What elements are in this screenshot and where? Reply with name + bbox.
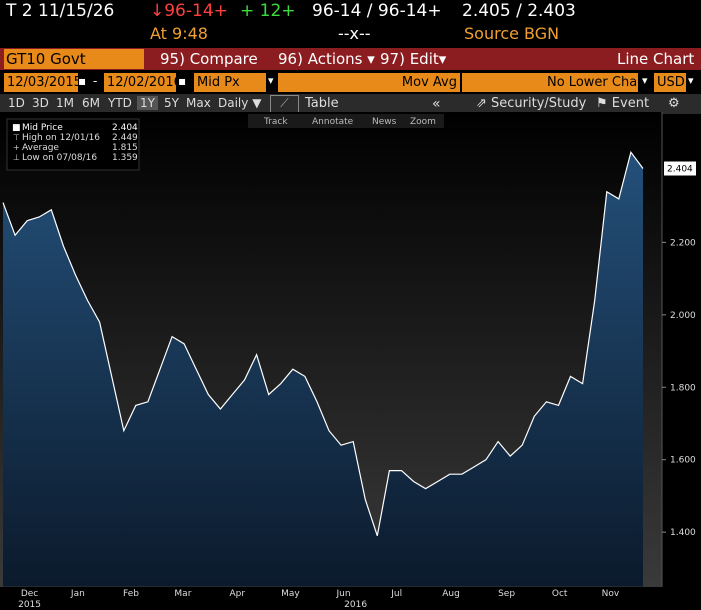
study-button[interactable]: ⇗ Security/Study [476, 96, 587, 111]
period-button[interactable]: YTD [108, 96, 132, 110]
x-tick-label: Sep [498, 589, 515, 599]
settings-button[interactable]: ⚙ [668, 96, 680, 111]
tool-strip [248, 114, 444, 128]
x-tick-label: Feb [123, 589, 139, 599]
x-tick-label: Dec [21, 589, 38, 599]
end-date[interactable]: 12/02/2016 [104, 73, 182, 92]
tool-button[interactable]: News [372, 117, 397, 127]
frequency[interactable]: Daily ▼ [218, 96, 262, 110]
period-bar [0, 94, 701, 114]
legend-label: High on 12/01/16 [22, 133, 100, 143]
currency[interactable]: USD [654, 73, 686, 92]
year-label: 2016 [344, 600, 367, 610]
study[interactable]: Mov Avg [278, 73, 460, 92]
start-date[interactable]: 12/03/2015 [4, 73, 82, 92]
period-button[interactable]: Max [186, 96, 211, 110]
legend-value: 2.404 [112, 123, 138, 133]
tool-button[interactable]: Track [263, 117, 288, 127]
edit-button[interactable]: 97) Edit▾ [380, 50, 447, 68]
x-tick-label: Nov [602, 589, 620, 599]
legend-value: 1.359 [112, 153, 138, 163]
year-label: 2015 [18, 600, 41, 610]
compare-button[interactable]: 95) Compare [160, 50, 258, 68]
change-price: ↓96-14+ [150, 1, 228, 21]
x-tick-label: Apr [229, 589, 245, 599]
edit-label: 97) Edit [380, 50, 439, 68]
actions-label: 96) Actions [278, 50, 363, 68]
actions-button[interactable]: 96) Actions ▾ [278, 50, 375, 68]
calendar-icon[interactable]: ▪ [78, 74, 87, 88]
period-button[interactable]: 6M [82, 96, 100, 110]
x-tick-label: May [281, 589, 300, 599]
x-tick-label: Oct [552, 589, 568, 599]
legend-icon: ⊤ [13, 133, 20, 142]
separator: --x-- [338, 24, 371, 43]
line [2, 150, 644, 536]
chart: 1.400 1.600 1.800 2.000 2.200 Dec Jan Feb Mar Apr… [0, 112, 696, 610]
currency-dropdown[interactable]: ▾ [688, 74, 694, 87]
y-tick-label: 2.000 [670, 311, 696, 321]
event-button[interactable]: ⚑ Event [596, 96, 650, 111]
lower-chart[interactable]: No Lower Chart [544, 73, 648, 92]
frequency-label: Daily [218, 96, 249, 110]
bid-ask: 96-14 / 96-14+ [312, 1, 442, 21]
ticker: T 2 11/15/26 [6, 1, 115, 21]
time: At 9:48 [150, 24, 208, 43]
legend-value: 1.815 [112, 143, 138, 153]
legend-icon: + [13, 143, 20, 152]
table-button[interactable]: Table [305, 96, 339, 111]
area [3, 152, 643, 587]
period-button[interactable]: 1D [8, 96, 25, 110]
y-tick-label: 2.200 [670, 238, 696, 248]
lower-chart-dropdown[interactable]: ▾ [642, 74, 648, 87]
last-value-label: 2.404 [667, 165, 693, 175]
back-button[interactable]: « [432, 96, 441, 112]
dash: - [93, 74, 98, 88]
last-value-box [664, 161, 696, 176]
field[interactable]: Mid Px [194, 73, 266, 92]
yields: 2.405 / 2.403 [462, 1, 576, 21]
period-button[interactable]: 1Y [137, 96, 158, 110]
source: Source BGN [464, 24, 560, 43]
study-input[interactable] [462, 73, 544, 92]
x-tick-label: Mar [174, 589, 191, 599]
field-dropdown[interactable]: ▾ [268, 74, 274, 87]
x-tick-label: Jul [390, 589, 402, 599]
period-button[interactable]: 1M [56, 96, 74, 110]
legend-icon: ■ [12, 123, 21, 133]
event-label: Event [611, 96, 650, 111]
x-tick-label: Aug [442, 589, 460, 599]
legend-label: Low on 07/08/16 [22, 153, 97, 163]
tool-button[interactable]: Annotate [312, 117, 354, 127]
study-label: Security/Study [491, 96, 587, 111]
y-tick-label: 1.600 [670, 456, 696, 466]
chart-type[interactable]: Line Chart [617, 50, 695, 68]
y-tick-label: 1.800 [670, 383, 696, 393]
legend-value: 2.449 [112, 133, 138, 143]
legend-icon: ⊥ [13, 153, 20, 162]
tool-button[interactable]: Zoom [410, 117, 436, 127]
x-tick-label: Jun [335, 589, 350, 599]
period-button[interactable]: 5Y [164, 96, 179, 110]
legend [6, 118, 140, 171]
change: + 12+ [240, 1, 296, 21]
toolbar [0, 48, 701, 70]
x-tick-label: Jan [70, 589, 85, 599]
period-button[interactable]: 3D [32, 96, 49, 110]
y-tick-label: 1.400 [670, 528, 696, 538]
security-box [4, 49, 144, 69]
security[interactable]: GT10 Govt [6, 50, 86, 68]
legend-label: Average [22, 143, 59, 153]
legend-label: Mid Price [22, 123, 63, 133]
calendar-icon[interactable]: ▪ [178, 74, 187, 88]
